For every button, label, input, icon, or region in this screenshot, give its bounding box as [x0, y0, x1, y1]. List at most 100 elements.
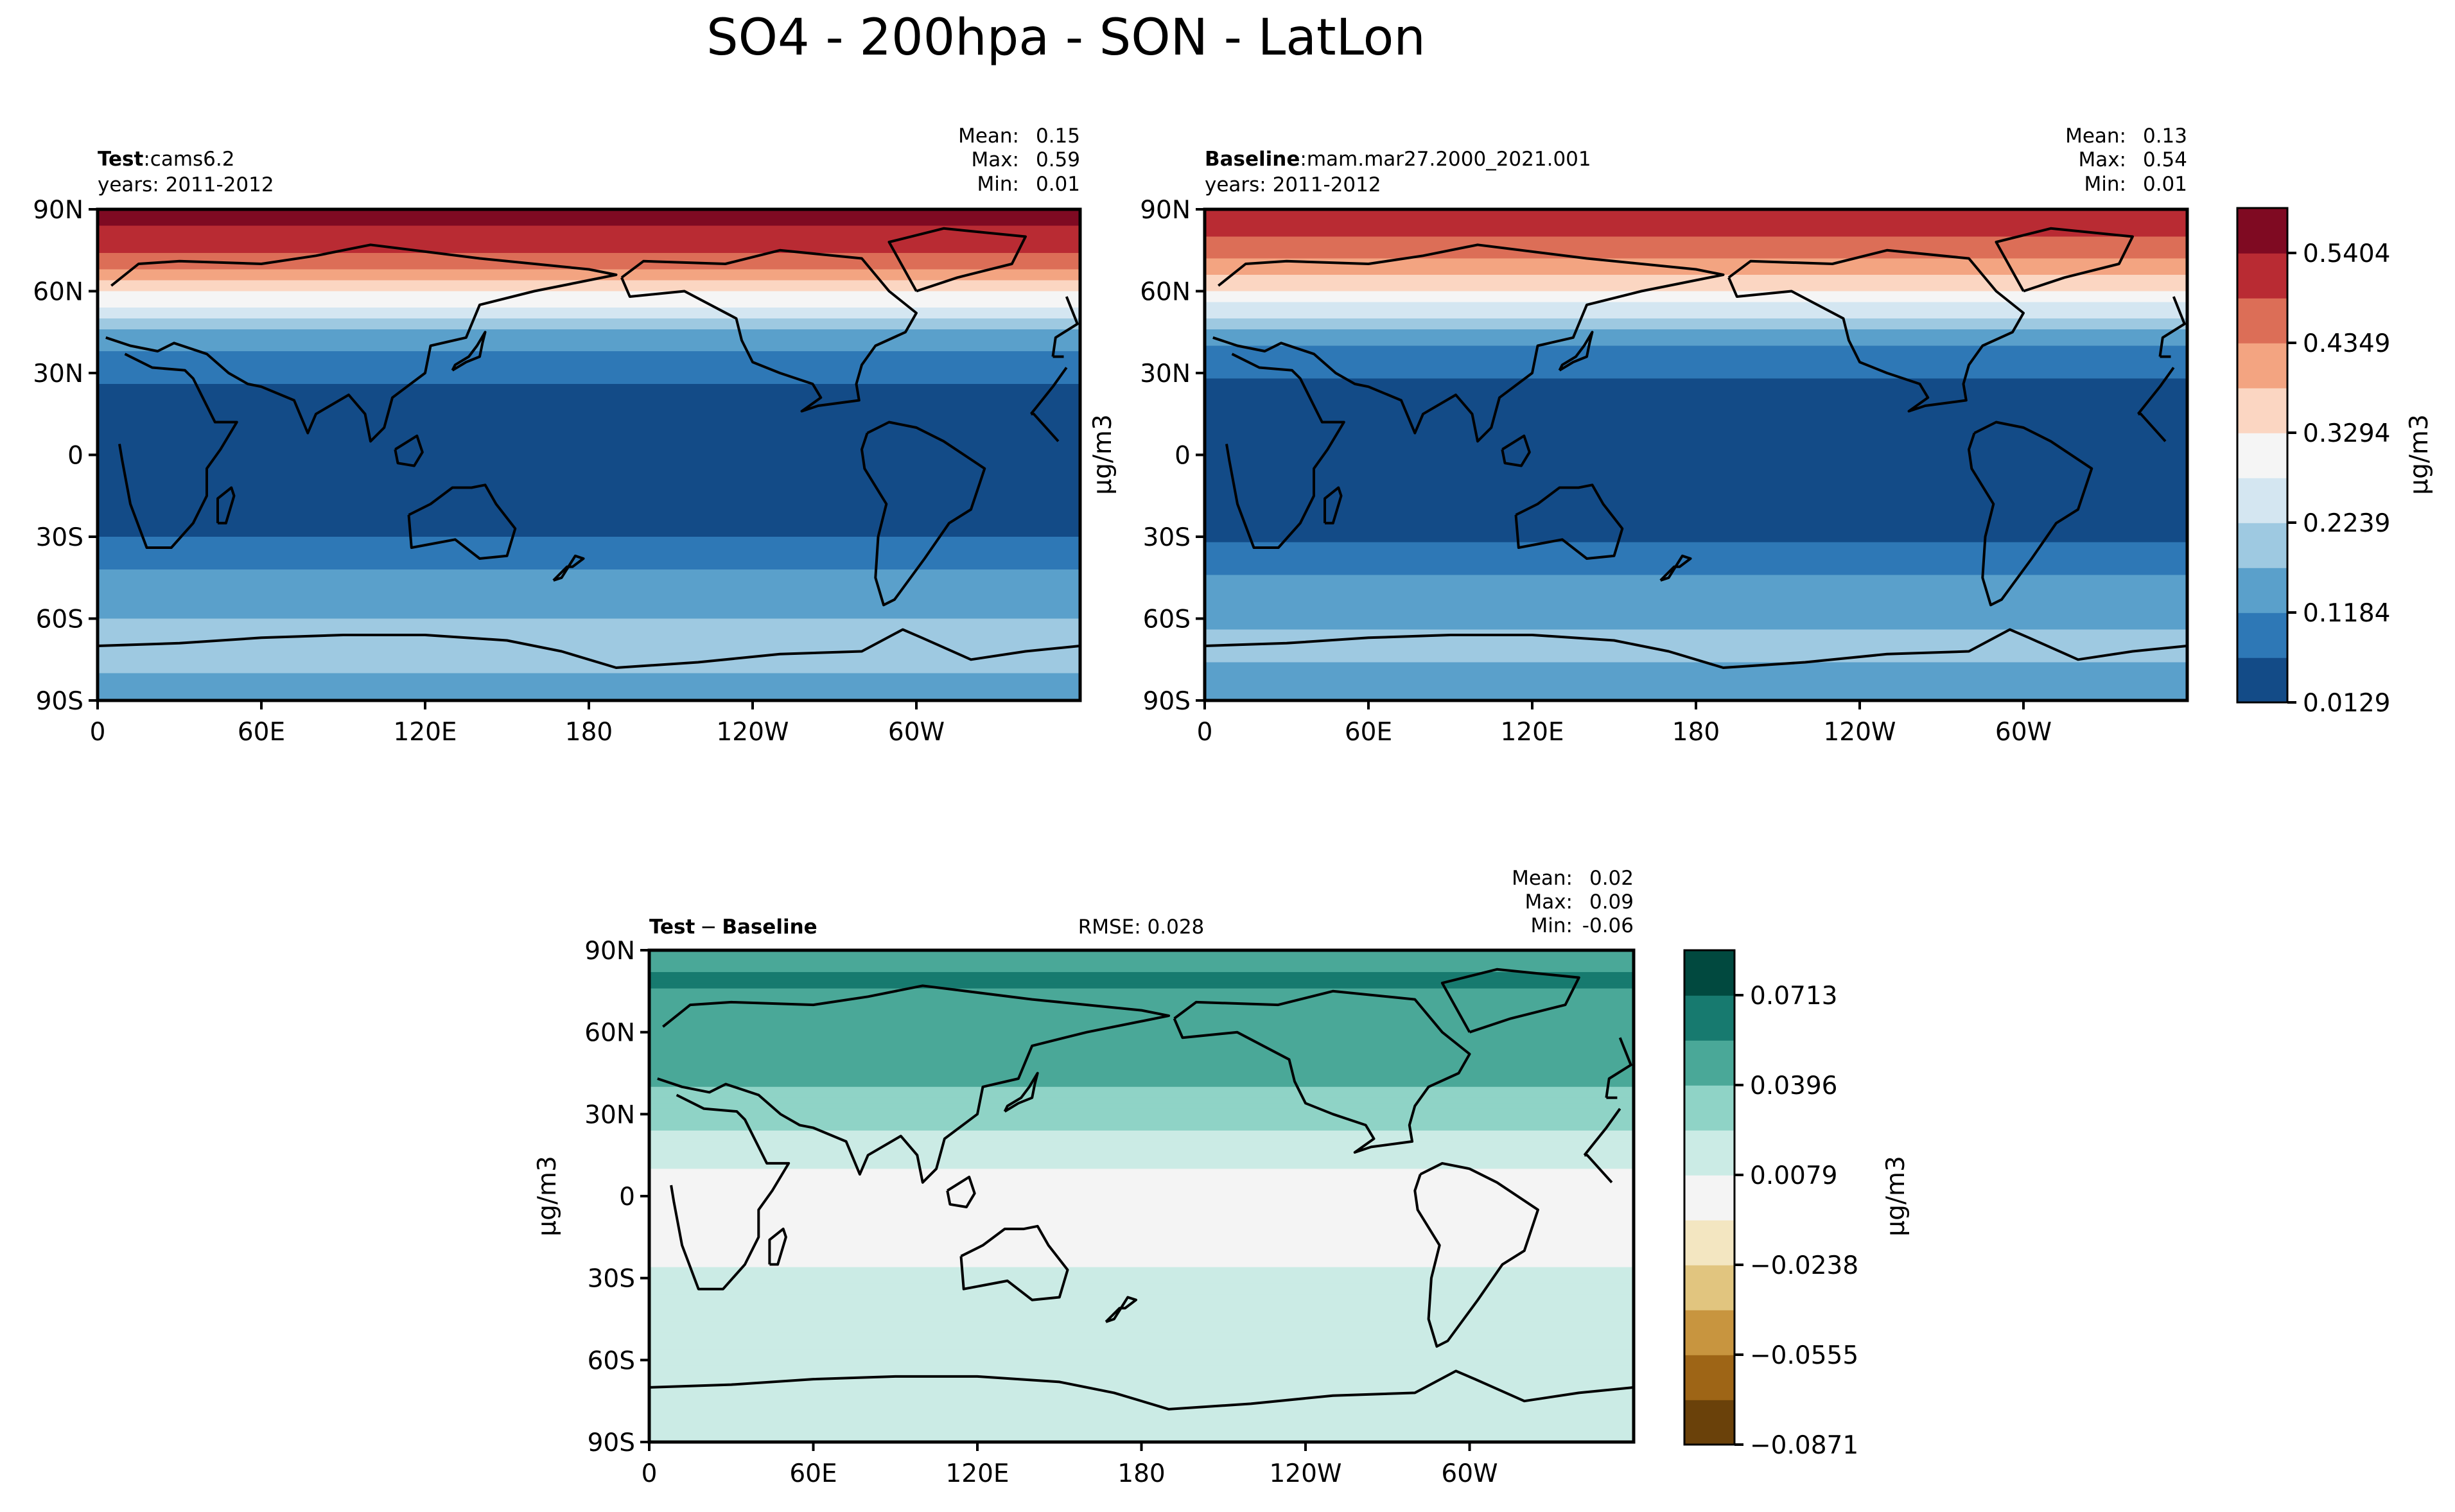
- baseline-lat-band: [1205, 297, 2187, 303]
- colorbar-test-baseline-tick-label: 0.2239: [2303, 509, 2390, 538]
- baseline-lat-band: [1205, 498, 2187, 505]
- diff-lat-band: [649, 1409, 1634, 1416]
- test-ytick-label: 30S: [36, 523, 83, 552]
- diff-lat-band: [649, 955, 1634, 962]
- baseline-lat-band: [1205, 264, 2187, 270]
- test-lat-band: [98, 602, 1080, 609]
- diff-xtick-label: 60W: [1441, 1459, 1498, 1488]
- baseline-lat-band: [1205, 449, 2187, 456]
- baseline-ytick-label: 30S: [1143, 523, 1191, 552]
- baseline-stat-max-name: Max:: [2078, 148, 2126, 171]
- test-lat-band: [98, 411, 1080, 417]
- baseline-axis-ticks: 0 60E 120E 180 120W 60W 90N 60N 30N 0 30S 60S 90S: [1140, 196, 2052, 747]
- test-lat-band: [98, 444, 1080, 450]
- test-lat-band: [98, 231, 1080, 238]
- test-lat-band: [98, 340, 1080, 347]
- diff-lat-band: [649, 1130, 1634, 1137]
- diff-lat-band: [649, 1027, 1634, 1033]
- diff-lat-band: [649, 1212, 1634, 1219]
- test-years: years: 2011-2012: [98, 173, 274, 196]
- baseline-lat-band: [1205, 335, 2187, 341]
- baseline-stat-max-value: 0.54: [2143, 148, 2187, 171]
- test-coastline: [887, 227, 1027, 293]
- baseline-label-sep: :: [1300, 148, 1306, 171]
- diff-lat-band: [649, 1114, 1634, 1120]
- test-lat-band: [98, 389, 1080, 395]
- test-lat-band: [98, 482, 1080, 489]
- baseline-stats: Mean: 0.13 Max: 0.54 Min: 0.01: [2065, 125, 2187, 196]
- baseline-ytick-label: 0: [1175, 442, 1191, 471]
- test-lat-band: [98, 373, 1080, 379]
- colorbar-difference-swatch: [1684, 950, 1734, 996]
- baseline-coastline: [1225, 352, 2175, 549]
- baseline-lat-band: [1205, 351, 2187, 358]
- diff-lat-band: [649, 1059, 1634, 1066]
- baseline-xtick-label: 120W: [1823, 718, 1896, 747]
- diff-lat-band: [649, 1201, 1634, 1208]
- diff-ytick-label: 0: [619, 1183, 635, 1212]
- test-coastline: [105, 243, 1079, 443]
- test-coastline: [216, 486, 236, 525]
- diff-lat-band: [649, 1152, 1634, 1159]
- diff-coastline: [1413, 1161, 1539, 1348]
- diff-lat-band: [649, 1294, 1634, 1301]
- test-lat-band: [98, 345, 1080, 352]
- test-lat-band: [98, 384, 1080, 390]
- diff-lat-band: [649, 1273, 1634, 1279]
- baseline-coastline: [1205, 628, 2187, 669]
- test-xtick-label: 180: [565, 718, 613, 747]
- diff-lat-band: [649, 1158, 1634, 1164]
- test-xtick-label: 120E: [393, 718, 457, 747]
- diff-lat-band: [649, 1299, 1634, 1307]
- baseline-lat-band: [1205, 220, 2187, 227]
- baseline-lat-band: [1205, 591, 2187, 598]
- diff-lat-band: [649, 1360, 1634, 1366]
- baseline-stat-min-value: 0.01: [2143, 173, 2187, 196]
- diff-coastline: [670, 1093, 1621, 1290]
- diff-lat-band: [649, 966, 1634, 973]
- baseline-ytick-label: 30N: [1140, 360, 1191, 388]
- baseline-stat-mean-name: Mean:: [2065, 125, 2126, 148]
- test-lat-band: [98, 537, 1080, 543]
- baseline-lat-band: [1205, 389, 2187, 395]
- test-lat-band: [98, 253, 1080, 259]
- baseline-lat-band: [1205, 269, 2187, 275]
- baseline-lat-band: [1205, 236, 2187, 243]
- test-lat-band: [98, 417, 1080, 423]
- baseline-lat-band: [1205, 526, 2187, 532]
- test-lat-band: [98, 629, 1080, 636]
- test-lat-band: [98, 225, 1080, 232]
- test-ytick-label: 90N: [33, 196, 83, 225]
- baseline-coastline: [1995, 227, 2134, 293]
- test-lat-band: [98, 668, 1080, 674]
- test-lat-band: [98, 275, 1080, 281]
- baseline-lat-band: [1205, 580, 2187, 587]
- panel-test: 0 60E 120E 180 120W 60W 90N 60N 30N 0 30S 60S 90S Te…: [33, 125, 1082, 747]
- diff-xtick-label: 180: [1117, 1459, 1165, 1488]
- baseline-lat-band: [1205, 444, 2187, 450]
- colorbar-test-baseline-swatch: [2237, 433, 2287, 478]
- test-lat-band: [98, 329, 1080, 336]
- test-lat-band: [98, 646, 1080, 652]
- test-lat-band: [98, 433, 1080, 439]
- baseline-xtick-label: 60E: [1345, 718, 1392, 747]
- baseline-lat-band: [1205, 564, 2187, 570]
- diff-coastline: [1003, 1072, 1039, 1113]
- test-lat-band: [98, 487, 1080, 494]
- baseline-ytick-label: 60S: [1143, 605, 1191, 634]
- baseline-lat-band: [1205, 214, 2187, 221]
- test-lat-band: [98, 695, 1080, 700]
- diff-lat-band: [649, 1387, 1634, 1394]
- colorbar-difference-swatch: [1684, 1040, 1734, 1086]
- colorbar-test-baseline-swatch: [2237, 478, 2287, 523]
- baseline-lat-band: [1205, 362, 2187, 369]
- test-lat-band: [98, 269, 1080, 275]
- test-lat-band: [98, 460, 1080, 467]
- diff-lat-band: [649, 1196, 1634, 1203]
- baseline-lat-band: [1205, 476, 2187, 483]
- diff-lat-band: [649, 1223, 1634, 1230]
- baseline-lat-band: [1205, 340, 2187, 347]
- diff-lat-band: [649, 1262, 1634, 1268]
- diff-lat-band: [649, 1256, 1634, 1262]
- baseline-ytick-label: 90N: [1140, 196, 1191, 225]
